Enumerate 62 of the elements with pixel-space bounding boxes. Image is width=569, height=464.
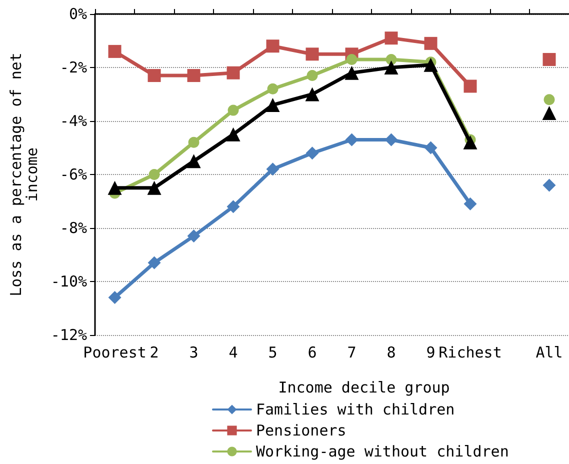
point [542,52,556,66]
x-axis-title: Income decile group [278,378,450,396]
point [228,104,239,116]
point [424,58,438,72]
point [187,230,200,243]
point [544,94,555,106]
x-tick-label: 3 [189,344,198,362]
point [346,54,358,65]
point [542,106,556,120]
point [306,70,318,82]
x-tick-label: 8 [386,344,396,362]
x-tick-label: 6 [308,344,317,362]
point [306,48,319,61]
point [424,141,438,154]
legend-label: Pensioners [256,422,346,440]
point [188,136,200,148]
point [464,197,477,210]
y-axis-title: Loss as a percentage of net income [7,52,41,296]
point [345,133,358,146]
point [147,180,162,195]
point [148,169,160,180]
legend-label: Working-age without children [256,442,509,460]
x-tick-label: 4 [228,344,238,362]
y-tick-label: -2% [60,58,88,76]
point [424,36,438,50]
point [267,83,278,94]
y-tick-label: -4% [60,112,88,130]
y-tick-label: -6% [60,166,88,184]
point [266,98,280,112]
point [306,146,319,160]
y-tick-label: -12% [50,326,88,344]
point [344,66,359,80]
y-tick-label: -8% [60,219,88,237]
y-tick-label: 0% [68,5,88,23]
point [108,291,122,304]
point [186,154,201,168]
point [148,256,161,270]
x-tick-label: 9 [426,344,436,362]
point [226,127,240,142]
point [187,69,200,82]
point [542,178,556,192]
point [463,135,478,150]
point [148,69,161,82]
x-tick-label: 5 [268,344,278,362]
point [108,180,122,195]
x-tick-label: Poorest [83,344,146,362]
legend-label: Families with children [256,400,455,418]
point [384,60,398,74]
point [384,133,398,146]
point [266,162,280,176]
x-tick-label: Richest [438,344,502,362]
point [464,80,477,93]
point [226,66,240,80]
point [108,44,122,58]
point [305,87,320,102]
y-tick-label: -10% [50,272,88,290]
x-tick-label: 2 [150,344,159,362]
x-tick-label: 7 [347,344,356,362]
point [384,32,398,45]
point [266,40,280,53]
point [226,200,240,214]
x-tick-label: All [536,344,563,362]
